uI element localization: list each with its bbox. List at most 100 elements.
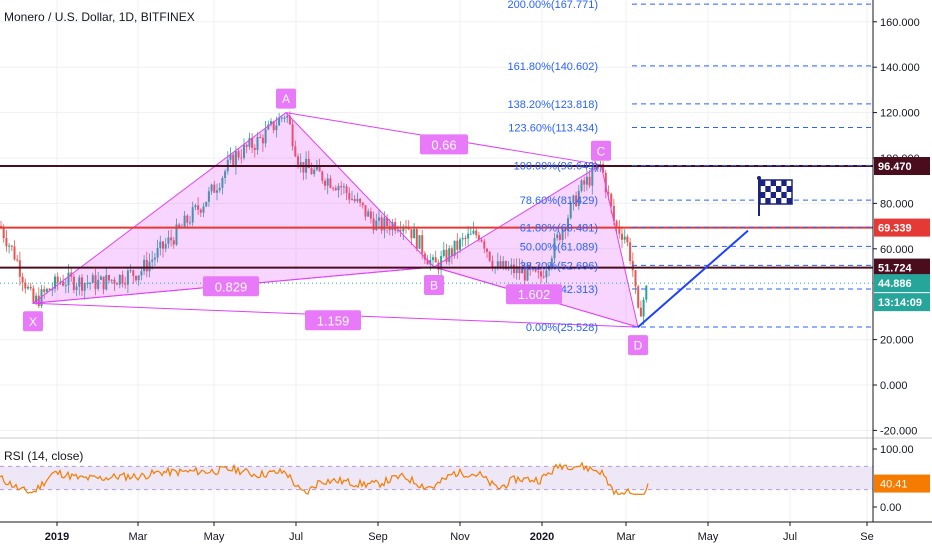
candle-body bbox=[299, 162, 302, 165]
candle-body bbox=[118, 274, 121, 285]
candle-body bbox=[294, 146, 297, 157]
candle-body bbox=[472, 230, 475, 234]
candle-body bbox=[642, 299, 645, 317]
candle-body bbox=[351, 198, 353, 200]
candle-body bbox=[513, 264, 515, 274]
candle-body bbox=[234, 151, 237, 167]
flag-icon bbox=[757, 176, 793, 216]
candle-body bbox=[10, 245, 13, 247]
candle-body bbox=[253, 147, 256, 150]
candle-body bbox=[450, 248, 453, 256]
candle-body bbox=[464, 238, 467, 240]
candle-body bbox=[310, 168, 313, 175]
rsi-panel bbox=[0, 437, 932, 496]
candle-body bbox=[113, 279, 116, 284]
candle-body bbox=[483, 241, 486, 249]
candle-body bbox=[116, 283, 119, 285]
candle-body bbox=[178, 224, 181, 228]
candle-body bbox=[645, 285, 648, 300]
flag-check bbox=[786, 198, 792, 204]
candle-body bbox=[72, 276, 75, 291]
candle-body bbox=[270, 121, 272, 125]
candle-body bbox=[353, 198, 356, 202]
candle-body bbox=[62, 281, 65, 286]
candle-body bbox=[91, 275, 94, 283]
candle-body bbox=[453, 240, 456, 256]
candle-body bbox=[426, 259, 429, 265]
candle-body bbox=[5, 238, 8, 247]
candle-body bbox=[629, 242, 632, 261]
candle-body bbox=[156, 248, 159, 258]
candle-body bbox=[545, 270, 548, 278]
projection bbox=[637, 176, 793, 328]
candle-body bbox=[415, 229, 418, 249]
price-badge bbox=[874, 218, 930, 237]
candle-body bbox=[537, 271, 540, 273]
ratio-box bbox=[203, 276, 259, 297]
candle-body bbox=[564, 229, 567, 231]
candle-body bbox=[342, 186, 345, 188]
candle-body bbox=[37, 295, 40, 307]
candle-body bbox=[534, 268, 537, 272]
candle-body bbox=[75, 286, 78, 291]
pattern-point-label: B bbox=[430, 278, 438, 292]
candle-body bbox=[135, 275, 137, 281]
candle-body bbox=[264, 129, 267, 144]
candle-body bbox=[413, 229, 416, 239]
candle-body bbox=[126, 270, 129, 285]
candle-body bbox=[297, 156, 299, 165]
candle-body bbox=[434, 257, 437, 263]
y-tick-label: 160.000 bbox=[880, 17, 920, 29]
rsi-tick-label: 100.00 bbox=[880, 444, 914, 456]
candle-body bbox=[145, 259, 148, 272]
fib-label: 61.80%(69.481) bbox=[520, 222, 598, 234]
candle-body bbox=[550, 258, 553, 267]
candle-body bbox=[531, 268, 534, 270]
candle-body bbox=[567, 218, 569, 231]
candle-body bbox=[423, 253, 426, 260]
candle-body bbox=[448, 248, 451, 262]
candle-body bbox=[224, 171, 227, 178]
y-tick-label: 20.000 bbox=[880, 335, 914, 347]
x-tick-label: Mar bbox=[617, 531, 636, 543]
candle-body bbox=[372, 218, 375, 231]
candle-body bbox=[102, 276, 105, 290]
candle-body bbox=[583, 180, 586, 185]
candle-body bbox=[302, 162, 305, 173]
pattern-point-label: D bbox=[634, 339, 643, 353]
candle-body bbox=[129, 270, 132, 272]
candle-body bbox=[210, 184, 213, 192]
candle-body bbox=[283, 117, 286, 119]
flag-check bbox=[770, 192, 776, 198]
x-tick-label: May bbox=[204, 531, 225, 543]
candle-body bbox=[502, 261, 505, 268]
candle-body bbox=[542, 276, 545, 278]
candle-body bbox=[612, 205, 615, 222]
price-badge bbox=[874, 293, 930, 312]
rsi-tick-label: 0.00 bbox=[880, 502, 901, 514]
candle-body bbox=[175, 224, 178, 245]
x-tick-label: Nov bbox=[450, 531, 470, 543]
candle-body bbox=[626, 236, 629, 243]
candle-body bbox=[356, 198, 359, 202]
candle-body bbox=[477, 235, 480, 240]
candle-body bbox=[504, 261, 507, 270]
candle-body bbox=[199, 209, 202, 213]
fib-label: 0.00%(25.528) bbox=[526, 322, 598, 334]
candle-body bbox=[491, 260, 494, 269]
candle-body bbox=[278, 117, 281, 126]
candle-body bbox=[237, 151, 240, 158]
pattern-point-box bbox=[628, 335, 648, 356]
candle-body bbox=[556, 234, 559, 239]
candle-body bbox=[418, 235, 421, 249]
candle-body bbox=[391, 222, 394, 231]
candle-body bbox=[97, 279, 100, 289]
candle-body bbox=[67, 272, 70, 286]
rsi-badge-label: 40.41 bbox=[880, 479, 908, 491]
candle-body bbox=[148, 261, 151, 272]
candle-body bbox=[240, 157, 243, 159]
fib-label: 123.60%(113.434) bbox=[508, 123, 598, 135]
candle-body bbox=[340, 186, 343, 188]
candle-body bbox=[318, 165, 321, 172]
